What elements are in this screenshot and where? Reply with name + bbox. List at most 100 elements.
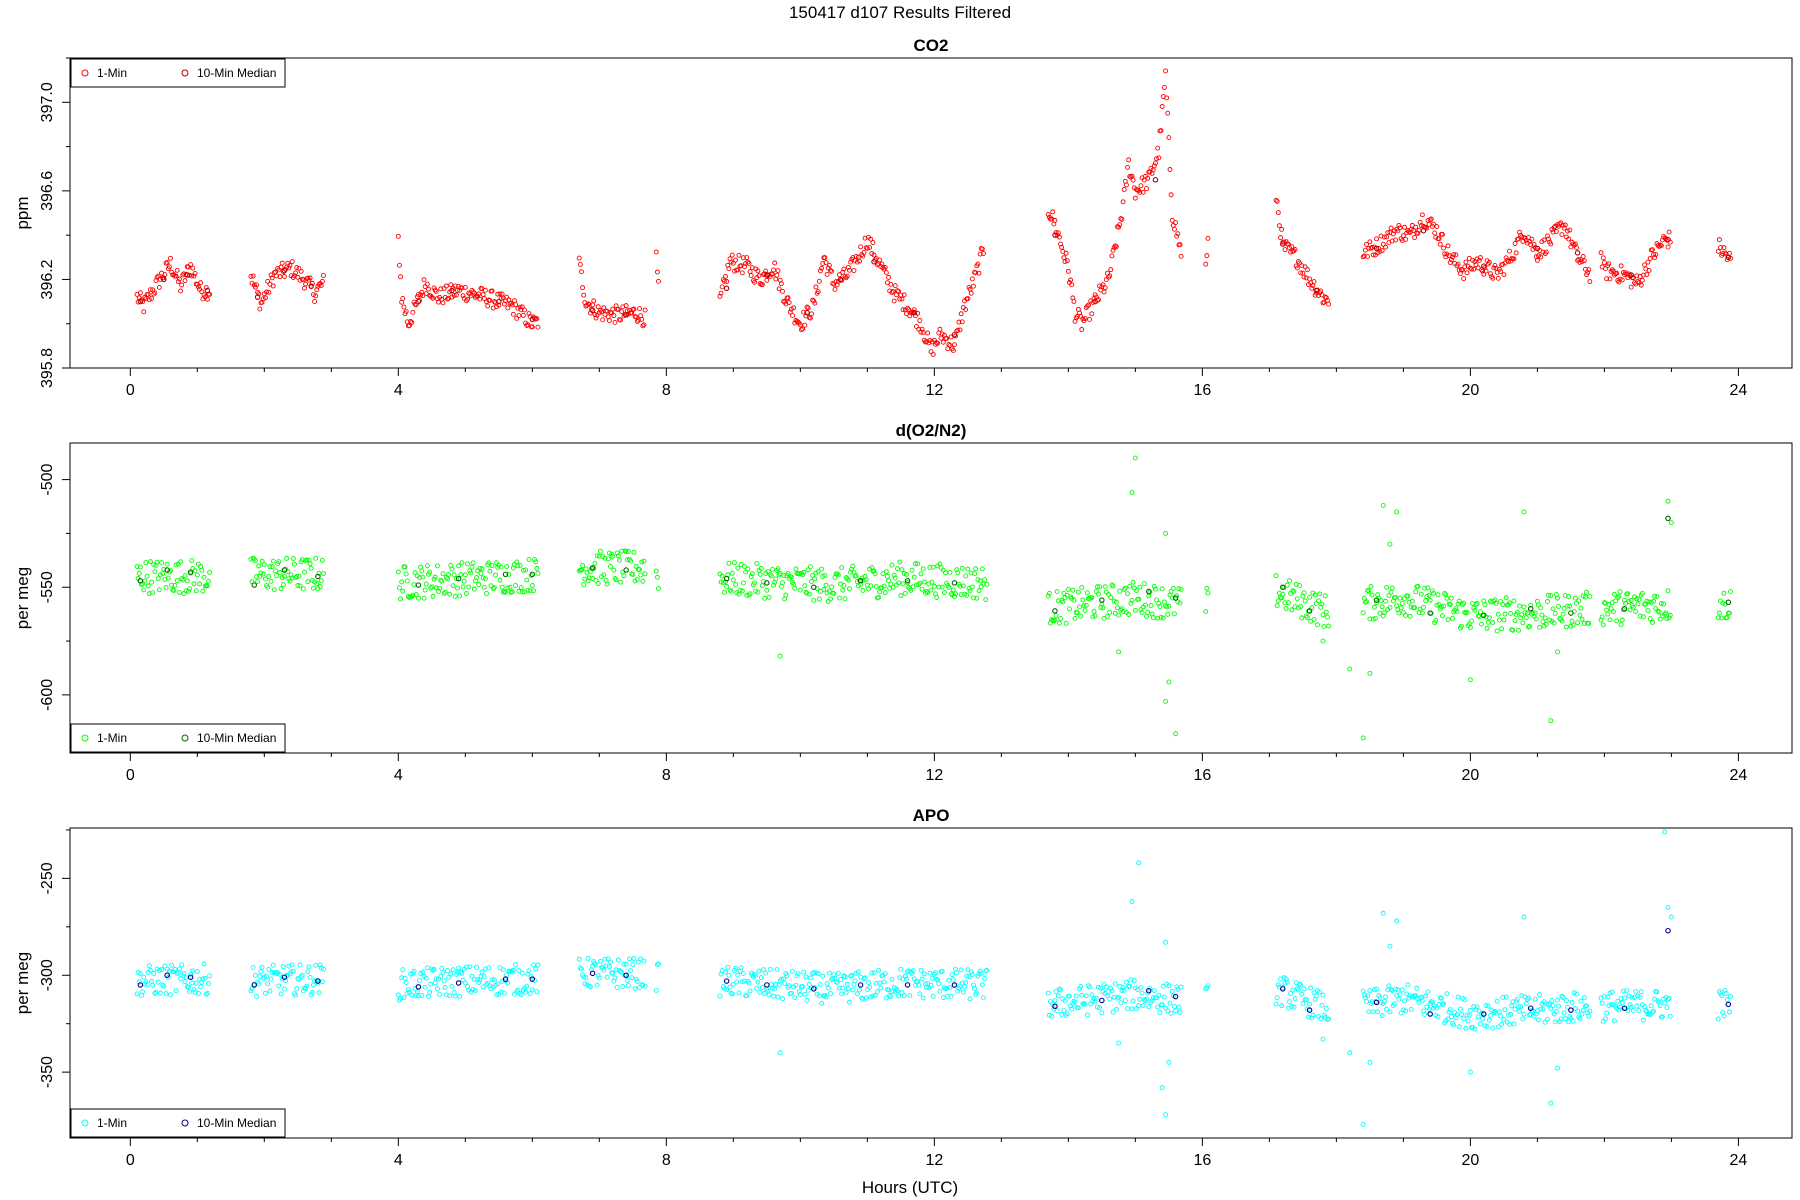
data-point-1min [1423,598,1429,604]
data-point-1min [622,548,628,554]
data-point-1min [610,553,616,559]
data-point-1min [1441,1001,1447,1006]
data-point-1min [276,983,282,989]
data-point-1min [1142,602,1148,608]
data-point-1min [1298,270,1304,276]
data-point-1min [147,287,153,293]
data-point-1min [166,264,172,270]
data-point-1min [1600,1018,1606,1024]
data-point-1min [793,566,799,572]
data-point-1min [807,315,813,321]
data-point-1min [146,963,152,969]
data-point-1min [1132,195,1138,201]
data-point-1min [1111,598,1117,604]
data-point-1min [1380,613,1386,619]
data-point-1min [631,549,637,555]
data-point-1min [836,985,842,991]
data-point-1min [455,585,460,591]
data-point-1min [946,584,952,590]
data-point-1min [200,976,206,982]
data-point-1min [1316,293,1321,298]
data-point-1min [1541,237,1547,243]
data-point-1min [757,990,763,995]
data-point-1min [428,585,434,591]
data-point-1min [1667,612,1673,618]
data-point-1min [1485,619,1491,625]
data-point-1min [312,299,318,304]
data-point-1min [304,983,310,989]
data-point-1min [495,981,501,987]
data-point-1min [742,978,747,984]
data-point-1min [1618,622,1624,628]
data-point-1min [1046,1012,1052,1018]
data-point-1min [1505,1012,1511,1018]
data-point-1min [619,309,625,315]
data-point-1min [734,979,740,985]
data-point-1min [909,971,915,977]
data-point-1min [268,976,274,982]
data-point-1min [1453,252,1459,258]
data-point-1min [1551,224,1557,230]
data-point-1min [1155,615,1161,621]
data-point-1min [403,980,409,985]
data-point-1min [290,556,296,561]
data-point-1min [1524,610,1530,616]
data-point-1min [1280,591,1286,597]
data-point-1min [145,583,151,589]
data-point-1min [1300,1001,1306,1007]
data-point-1min [915,561,921,567]
data-point-1min [581,974,587,980]
data-point-1min [1136,860,1142,866]
data-point-1min [1174,233,1180,239]
x-tick-label: 0 [126,1152,135,1169]
data-point-1min [417,575,422,581]
data-point-1min [1551,620,1557,626]
data-point-1min [474,964,479,970]
legend: 1-Min 10-Min Median [70,1108,286,1138]
data-point-1min [815,569,821,575]
data-point-1min [168,992,173,998]
data-point-1min [891,298,897,304]
data-point-1min [1312,592,1318,598]
data-point-1min [266,289,272,295]
data-point-1min [1425,585,1431,591]
data-point-1min [863,995,869,1001]
data-point-1min [1658,243,1664,249]
data-point-1min [400,967,406,973]
data-point-1min [1120,985,1126,991]
data-point-1min [1586,267,1592,273]
data-point-1min [518,307,524,313]
data-point-1min [134,991,140,997]
data-point-1min [1303,997,1309,1003]
data-point-1min [470,987,476,992]
data-point-1min [1397,225,1403,231]
data-point-1min [623,961,629,967]
data-point-1min [1122,585,1128,591]
data-point-1min [1067,993,1072,999]
data-point-1min [847,267,852,273]
data-point-1min [941,590,947,595]
data-point-1min [901,571,907,576]
data-point-1min [596,553,602,559]
data-point-1min [1655,242,1661,248]
data-point-1min [896,580,902,586]
data-point-1min [302,569,307,575]
data-point-1min [398,274,404,280]
data-point-median [315,978,321,984]
data-point-1min [1082,608,1088,613]
data-point-1min [737,587,743,593]
data-point-1min [1651,1008,1656,1014]
data-point-median [764,272,770,278]
data-point-1min [947,985,953,991]
data-point-1min [729,570,735,576]
data-point-1min [1123,979,1129,985]
data-point-1min [184,578,190,584]
data-point-1min [835,970,841,976]
data-point-1min [868,236,874,242]
data-point-1min [718,290,724,296]
data-point-1min [1453,1015,1459,1021]
data-point-median [1481,1011,1487,1017]
data-point-1min [432,574,438,580]
data-point-1min [1491,1009,1497,1015]
data-point-1min [1058,987,1063,993]
